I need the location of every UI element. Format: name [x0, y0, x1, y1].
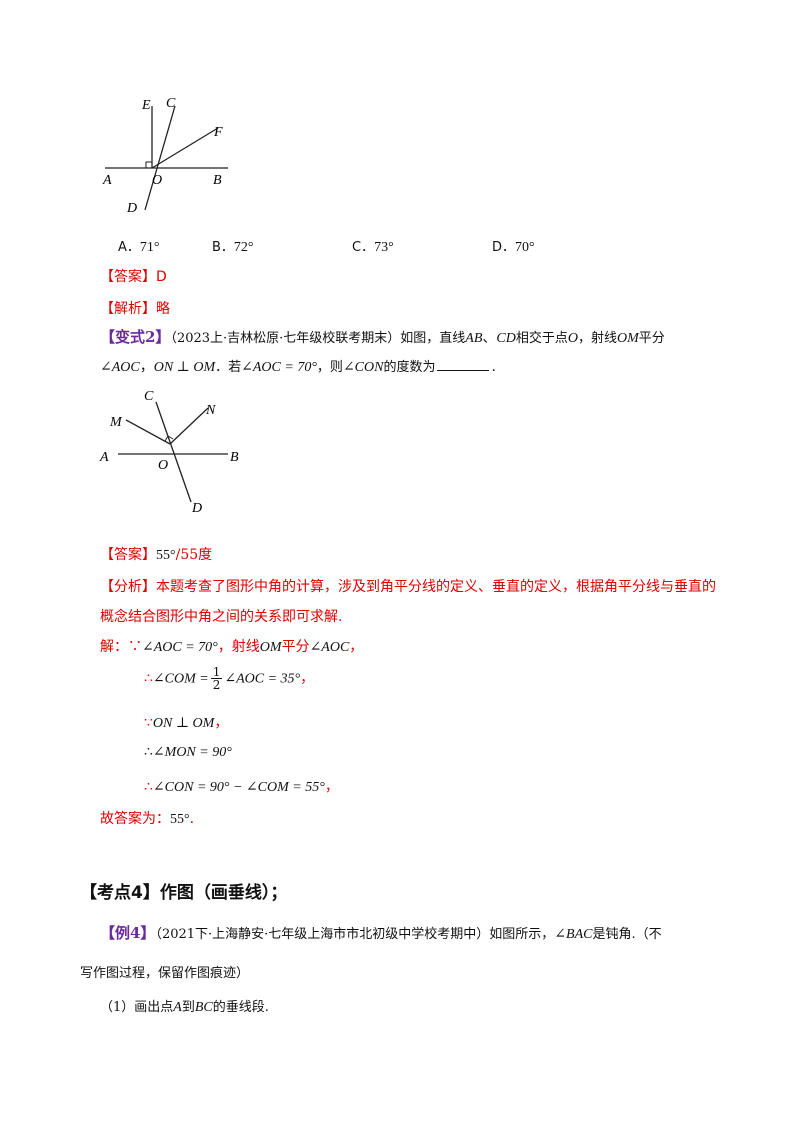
right-angle-mark-2 — [164, 435, 174, 442]
figure-1: E C F A O B D — [102, 96, 228, 216]
label-a: A — [102, 173, 112, 188]
label-b-2: B — [230, 450, 239, 465]
label-o: O — [152, 173, 162, 188]
ray-om — [125, 419, 171, 445]
analysis-2: 【分析】本题考查了图形中角的计算，涉及到角平分线的定义、垂直的定义，根据角平分线… — [100, 579, 716, 595]
analysis-text: 略 — [156, 301, 170, 317]
variant-tag: 【变式2】 — [100, 328, 171, 346]
answer-2: 【答案】55°/55度 — [100, 547, 213, 563]
variant-2-question-line2: ∠AOC，ON ⊥ OM．若∠AOC = 70°，则∠CON的度数为. — [100, 359, 496, 375]
right-angle-mark — [145, 161, 153, 169]
label-e: E — [141, 98, 151, 113]
line-cd-2 — [155, 401, 192, 503]
analysis-1: 【解析】略 — [100, 298, 170, 318]
label-f: F — [213, 125, 223, 140]
figure-2: C N M A O B D — [99, 389, 239, 516]
label-d: D — [126, 201, 137, 216]
answer-blank — [437, 370, 490, 371]
choice-b: B．72° — [212, 240, 254, 255]
analysis-2-line2: 概念结合图形中角之间的关系即可求解. — [100, 609, 343, 625]
label-n: N — [205, 403, 216, 418]
solution-line-5: ∴∠CON = 90° − ∠COM = 55°， — [144, 779, 339, 795]
choice-d: D．70° — [492, 240, 535, 255]
label-c: C — [166, 96, 176, 111]
variant-2-question: 【变式2】（2023上·吉林松原·七年级校联考期末）如图，直线AB、CD相交于点… — [100, 328, 665, 346]
line-cd — [144, 105, 176, 211]
label-b: B — [213, 173, 222, 188]
label-d-2: D — [191, 501, 202, 516]
label-o-2: O — [158, 458, 168, 473]
answer-tag: 【答案】 — [100, 269, 156, 285]
example-4-question: 【例4】（2021下·上海静安·七年级上海市市北初级中学校考期中）如图所示，∠B… — [100, 924, 662, 942]
section-heading: 【考点4】作图（画垂线）； — [80, 883, 288, 903]
ray-on — [169, 407, 209, 445]
label-m: M — [109, 415, 123, 430]
choice-a: A．71° — [118, 240, 160, 255]
solution-line-4: ∴∠MON = 90° — [144, 744, 232, 760]
example-4-question-line2: 写作图过程，保留作图痕迹） — [80, 966, 250, 981]
solution-line-3: ∵ON ⊥ OM， — [144, 715, 229, 731]
answer-value: D — [156, 269, 167, 285]
solution-final: 故答案为：55°. — [100, 811, 195, 827]
choice-c: C．73° — [352, 240, 394, 255]
label-c-2: C — [144, 389, 154, 404]
example-4-q1: （1）画出点A到BC的垂线段. — [100, 1000, 269, 1015]
solution-line-2: ∴∠COM = 1 2 ∠AOC = 35°， — [144, 665, 315, 692]
analysis-tag: 【解析】 — [100, 301, 156, 317]
solution-line-1: 解：∵∠AOC = 70°，射线OM平分∠AOC， — [100, 639, 364, 655]
answer-1: 【答案】D — [100, 266, 167, 286]
label-a-2: A — [99, 450, 109, 465]
ray-of — [151, 127, 219, 169]
